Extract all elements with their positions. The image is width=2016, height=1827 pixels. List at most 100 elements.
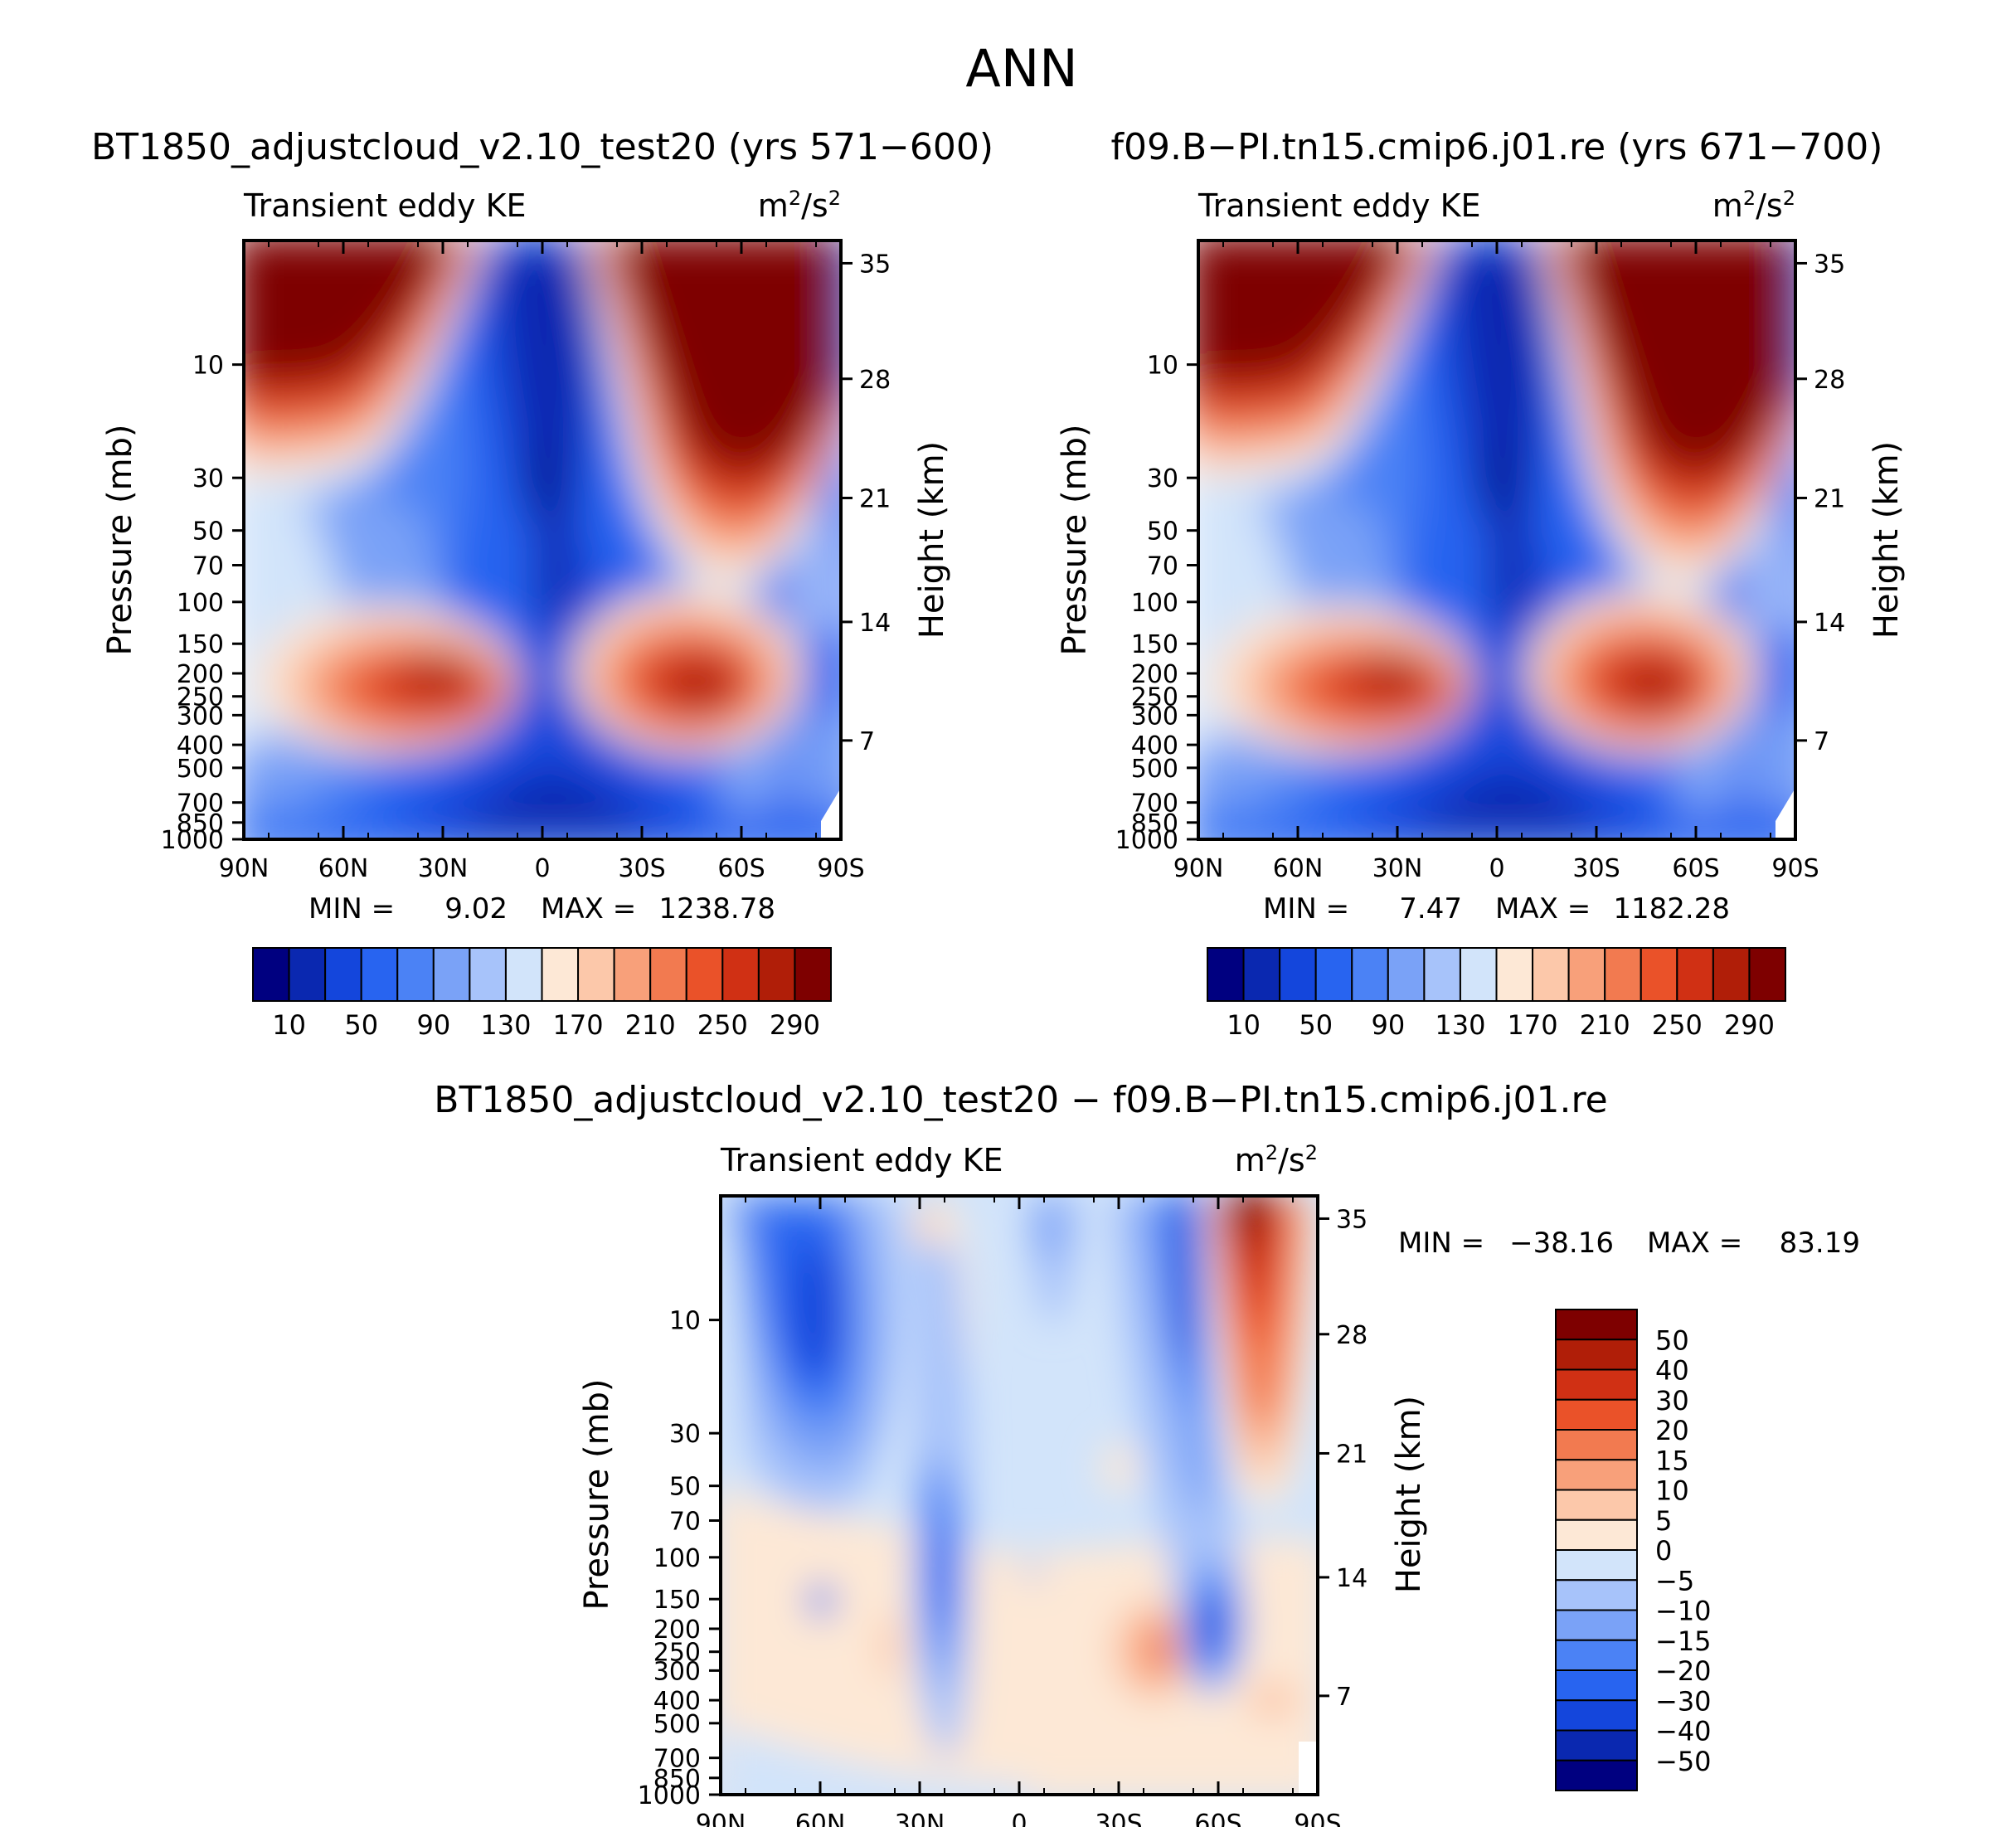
colorbar-label: 10 (1227, 1009, 1261, 1041)
y-right-tick-label: 21 (1336, 1440, 1367, 1469)
contour-band (244, 730, 332, 803)
y-tick-label: 850 (1131, 809, 1178, 838)
y-tick-label: 700 (653, 1745, 701, 1774)
y-axis-label-right: Height (km) (1868, 441, 1906, 639)
colorbar-box (1555, 1429, 1638, 1461)
y-tick-label: 50 (192, 517, 224, 547)
colorbar-label: 130 (480, 1009, 531, 1041)
contour-band (1751, 498, 1795, 630)
y-tick-label: 70 (1147, 552, 1178, 581)
y-right-tick-label: 35 (1814, 250, 1845, 279)
colorbar-box (396, 947, 435, 1002)
y-tick-label: 150 (177, 630, 224, 659)
y-right-tick-label: 35 (1336, 1205, 1367, 1234)
colorbar-label: 130 (1435, 1009, 1485, 1041)
min-label: MIN = (1398, 1227, 1484, 1260)
contour-band (1649, 684, 1669, 701)
y-tick-label: 500 (177, 755, 224, 784)
ke-field-shapes (244, 241, 841, 839)
y-tick-label: 1000 (1115, 826, 1178, 855)
x-tick-label: 0 (1489, 854, 1504, 883)
panel-test: BT1850_adjustcloud_v2.10_test20 (yrs 571… (91, 126, 993, 1041)
colorbar-label: 40 (1655, 1355, 1689, 1387)
units-label: m2/s2 (758, 187, 841, 224)
colorbar-label: −20 (1655, 1655, 1712, 1687)
colorbar-label: 10 (1655, 1475, 1689, 1507)
y-tick-label: 850 (177, 809, 224, 838)
max-label: MAX = (1647, 1227, 1742, 1260)
x-tick-label: 30N (895, 1810, 945, 1827)
y-tick-label: 100 (653, 1544, 701, 1573)
panel-difference: BT1850_adjustcloud_v2.10_test20 − f09.B−… (434, 1079, 1860, 1827)
contour-band (796, 713, 841, 811)
y-tick-label: 10 (192, 352, 224, 381)
x-tick-label: 60N (318, 854, 369, 883)
contour-band (433, 652, 449, 668)
colorbar-box (252, 947, 290, 1002)
y-tick-label: 200 (177, 660, 224, 689)
colorbar-box (1555, 1639, 1638, 1671)
contour-field (1198, 241, 1795, 839)
y-tick-label: 500 (653, 1710, 701, 1739)
colorbar-box (504, 947, 543, 1002)
chart-title: Transient eddy KE (1197, 187, 1481, 224)
y-tick-label: 300 (653, 1657, 701, 1686)
colorbar-box (1555, 1759, 1638, 1791)
diff-field-shapes (721, 1196, 1318, 1795)
y-axis-label: Pressure (mb) (1056, 424, 1094, 655)
x-tick-label: 60N (1273, 854, 1324, 883)
colorbar-box (1555, 1459, 1638, 1491)
contour-band (1480, 441, 1503, 521)
colorbar-box (1459, 947, 1498, 1002)
y-tick-label: 250 (177, 683, 224, 712)
y-right-tick-label: 14 (1814, 609, 1845, 638)
y-axis-label-right: Height (km) (913, 441, 951, 639)
contour-band (1356, 660, 1429, 697)
max-value: 83.19 (1780, 1227, 1860, 1260)
colorbar-box (1423, 947, 1461, 1002)
y-right-tick-label: 7 (1814, 727, 1829, 756)
contour-band (401, 660, 474, 697)
colorbar-box (1604, 947, 1642, 1002)
contour-band (796, 498, 841, 630)
y-tick-label: 300 (1131, 702, 1178, 731)
y-tick-label: 700 (177, 790, 224, 819)
y-tick-label: 250 (653, 1639, 701, 1668)
y-tick-label: 700 (1131, 790, 1178, 819)
units-label: m2/s2 (1235, 1141, 1318, 1178)
colorbar-box (1207, 947, 1245, 1002)
colorbar-label: 30 (1655, 1385, 1689, 1416)
y-tick-label: 10 (1147, 352, 1178, 381)
x-tick-label: 60N (795, 1810, 846, 1827)
case-title: f09.B−PI.tn15.cmip6.j01.re (yrs 671−700) (1111, 126, 1883, 168)
contour-band (1452, 249, 1547, 630)
y-tick-label: 300 (177, 702, 224, 731)
colorbar-box (1555, 1579, 1638, 1611)
x-tick-label: 60S (1194, 1810, 1241, 1827)
colorbar-label: −10 (1655, 1596, 1712, 1627)
colorbar-label: 20 (1655, 1415, 1689, 1446)
contour-band (526, 441, 549, 521)
y-tick-label: 30 (669, 1420, 701, 1449)
x-tick-label: 90S (817, 854, 864, 883)
y-tick-label: 200 (1131, 660, 1178, 689)
contour-field (244, 241, 841, 839)
contour-band (1387, 652, 1404, 668)
colorbar-label: −15 (1655, 1625, 1712, 1657)
y-tick-label: 100 (177, 589, 224, 618)
colorbar-box (1555, 1729, 1638, 1761)
x-tick-label: 90S (1294, 1810, 1341, 1827)
contour-band (1198, 730, 1286, 803)
y-right-tick-label: 28 (859, 366, 891, 395)
colorbar: 10 50 90 130 170 210 250 290 (252, 947, 832, 1041)
colorbar-box (1387, 947, 1426, 1002)
y-right-tick-label: 21 (1814, 484, 1845, 513)
contour-band (1571, 241, 1795, 464)
units-label: m2/s2 (1712, 187, 1795, 224)
y-tick-label: 850 (653, 1765, 701, 1794)
max-label: MAX = (1495, 892, 1591, 926)
colorbar: 10 50 90 130 170 210 250 290 (1207, 947, 1786, 1041)
colorbar-label: 50 (1655, 1324, 1689, 1356)
axes: 90N 60N 30N 0 30S 60S 90S103050701001502002503… (1115, 241, 1845, 883)
colorbar-box (1555, 1489, 1638, 1521)
